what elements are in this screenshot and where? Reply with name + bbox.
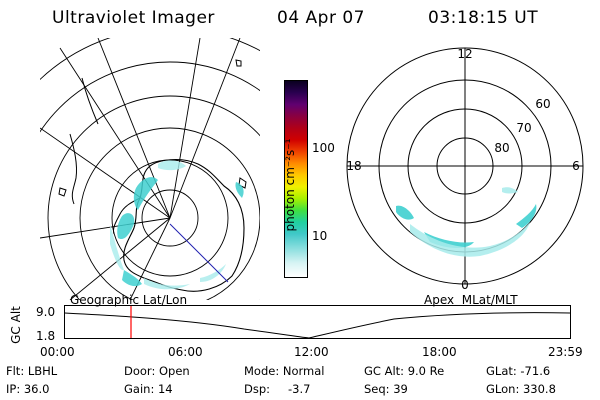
timeline-x-1200: 12:00 <box>294 345 329 359</box>
info-gcalt: GC Alt: 9.0 Re <box>364 364 445 378</box>
mlt-label-18: 18 <box>346 159 361 173</box>
geographic-label: Geographic Lat/Lon <box>70 293 188 307</box>
colorbar-tick-10: 10 <box>312 229 328 243</box>
mlt-label-0: 0 <box>461 278 469 292</box>
time-label: 03:18:15 UT <box>428 8 539 28</box>
mlt-label-12: 12 <box>457 47 472 61</box>
mlat-label-60: 60 <box>535 97 550 111</box>
mlat-label-80: 80 <box>494 141 509 155</box>
info-door: Door: Open <box>124 364 190 378</box>
timeline-axis-title: GC Alt <box>9 306 23 344</box>
geographic-map <box>40 38 260 300</box>
imager-title: Ultraviolet Imager <box>52 8 215 28</box>
info-flt: Flt: LBHL <box>6 364 58 378</box>
info-dsp-value: -3.7 <box>288 382 311 396</box>
info-dsp-label: Dsp: <box>244 382 271 396</box>
timeline-ylabel-top: 9.0 <box>36 305 56 319</box>
mlt-label-6: 6 <box>572 159 580 173</box>
timeline-x-0600: 06:00 <box>168 345 203 359</box>
info-mode: Mode: Normal <box>244 364 325 378</box>
timeline-x-2359: 23:59 <box>548 345 583 359</box>
info-gain: Gain: 14 <box>124 382 173 396</box>
colorbar-tick-100: 100 <box>312 141 335 155</box>
info-seq: Seq: 39 <box>364 382 408 396</box>
date-label: 04 Apr 07 <box>277 8 365 28</box>
info-glon: GLon: 330.8 <box>486 382 556 396</box>
colorbar <box>284 80 308 278</box>
mlat-label-70: 70 <box>516 121 531 135</box>
colorbar-label: photon cm⁻²s⁻¹ <box>283 138 297 232</box>
timeline-x-0000: 00:00 <box>40 345 75 359</box>
info-glat: GLat: -71.6 <box>486 364 551 378</box>
apex-polar-plot: 12 18 6 0 60 70 80 <box>346 47 584 292</box>
timeline-plot <box>64 305 571 339</box>
timeline-ylabel-bottom: 1.8 <box>36 329 56 343</box>
apex-label: Apex MLat/MLT <box>424 293 518 307</box>
info-ip: IP: 36.0 <box>6 382 50 396</box>
timeline-x-1800: 18:00 <box>422 345 457 359</box>
